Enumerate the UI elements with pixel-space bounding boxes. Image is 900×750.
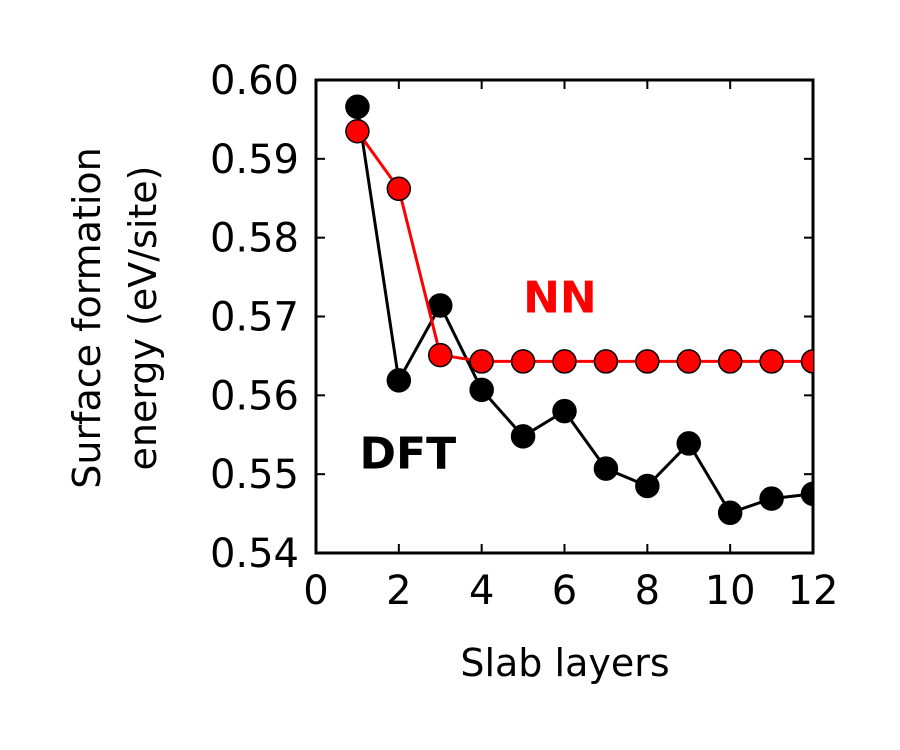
data-point-nn [717,349,743,374]
data-point-nn [552,349,577,374]
data-point-dft [635,473,660,499]
y-tick-label: 0.57 [210,295,299,341]
data-point-nn [386,176,412,202]
y-tick-label: 0.60 [210,58,299,104]
data-point-dft [386,368,412,393]
x-tick-label: 0 [303,568,328,614]
data-point-nn [510,349,536,374]
y-tick-label: 0.56 [210,373,299,419]
data-point-dft [428,293,453,318]
series-dft [345,94,813,526]
x-tick-label: 4 [469,568,494,614]
data-point-nn [635,349,660,374]
x-tick-label: 2 [386,568,411,614]
data-point-nn [593,349,619,374]
y-tick-label: 0.54 [210,531,299,577]
axis-ticks: 0 2 4 6 8 10 12 0.54 0.55 0.56 0.57 0.58 0.59 0.60 [210,58,839,614]
y-axis-label: Surface formation energy (eV/site) [65,147,165,489]
y-tick-label: 0.55 [210,452,299,498]
data-point-dft [676,431,701,456]
data-point-dft [593,456,619,481]
x-tick-label: 8 [635,568,660,614]
data-point-nn [428,342,453,368]
series-line-nn [356,130,813,363]
data-point-dft [345,94,370,120]
y-tick-label: 0.58 [210,216,299,262]
x-tick-label: 10 [705,568,756,614]
y-axis-label-line2: energy (eV/site) [121,166,165,471]
x-axis-label: Slab layers [460,641,669,685]
annotation-nn: NN [523,273,597,324]
x-tick-label: 6 [552,568,577,614]
x-tick-label: 12 [788,568,839,614]
y-tick-label: 0.59 [210,137,299,183]
series-layer [345,94,813,526]
data-point-dft [510,424,536,449]
data-point-dft [552,398,577,424]
data-point-dft [469,377,494,403]
annotations: NN DFT [359,273,596,480]
data-point-dft [717,500,743,526]
data-point-nn [800,349,813,374]
annotation-dft: DFT [359,429,456,480]
data-point-dft [759,486,784,511]
data-point-nn [345,118,370,144]
data-point-nn [469,349,494,374]
y-axis-label-line1: Surface formation [65,147,109,489]
series-nn [345,118,813,374]
data-point-nn [676,349,701,374]
data-point-dft [800,481,813,507]
data-point-nn [759,349,784,374]
